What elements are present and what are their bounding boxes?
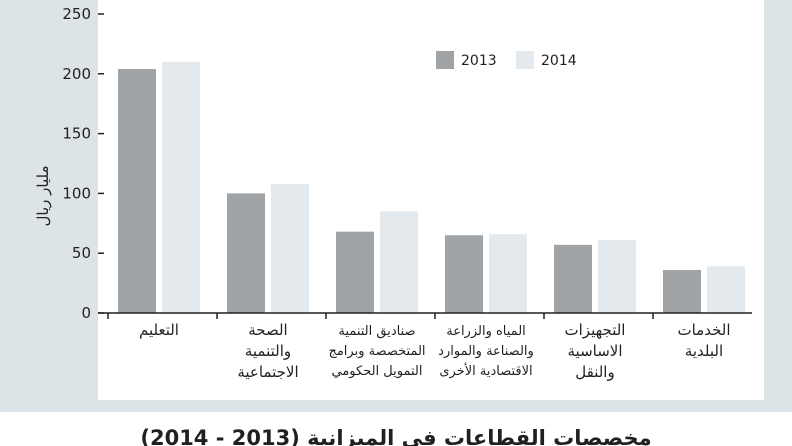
category-label-line: المياه والزراعة: [446, 324, 526, 339]
bar-2014-3: [380, 211, 418, 313]
category-label-line: الاجتماعية: [237, 363, 298, 381]
plot-area: [98, 0, 764, 400]
category-label-line: التمويل الحكومي: [332, 364, 423, 379]
bar-2014-4: [489, 234, 527, 313]
legend-swatch-2014: [516, 51, 534, 69]
legend-label-2013: 2013: [461, 53, 497, 69]
y-tick-label: 150: [62, 125, 91, 143]
category-label-4: المياه والزراعة والصناعة والموارد الاقتصاد…: [438, 324, 534, 379]
y-tick-label: 100: [62, 184, 91, 202]
category-label-line: والنقل: [575, 363, 614, 381]
bars-group: [118, 61, 745, 314]
category-labels: التعليم الصحة والتنمية الاجتماعية صناديق الت…: [139, 321, 731, 381]
bar-2014-5: [598, 240, 636, 313]
category-label-2: الصحة والتنمية الاجتماعية: [237, 321, 298, 381]
category-label-line: والتنمية: [245, 342, 291, 360]
x-axis: [98, 312, 752, 319]
chart-panel: 0 50 100 150 200 250 التعليم الصحة والتنمية الاج…: [0, 0, 792, 412]
category-label-line: البلدية: [685, 342, 723, 360]
bar-2013-6: [663, 269, 701, 313]
bar-2014-2: [271, 183, 309, 313]
category-label-line: التعليم: [139, 321, 179, 339]
category-label-1: التعليم: [139, 321, 179, 339]
bar-chart: 0 50 100 150 200 250 التعليم الصحة والتنمية الاج…: [34, 0, 764, 400]
bar-2013-3: [336, 231, 374, 313]
bar-2013-5: [554, 244, 592, 313]
y-tick-label: 50: [72, 244, 91, 262]
bar-2013-4: [445, 235, 483, 313]
y-tick-label: 200: [62, 65, 91, 83]
category-label-line: الاساسية: [568, 342, 623, 360]
category-label-line: الصحة: [248, 321, 287, 339]
bar-2014-1: [162, 61, 200, 314]
chart-caption: مخصصات القطاعات في الميزانية (2013 - 201…: [140, 426, 652, 446]
bar-2013-1: [118, 69, 156, 314]
y-tick-label: 0: [81, 304, 91, 322]
category-label-line: والصناعة والموارد: [438, 344, 534, 359]
category-label-6: الخدمات البلدية: [677, 321, 730, 360]
bar-2013-2: [227, 193, 265, 313]
category-label-line: الخدمات: [677, 321, 730, 339]
bar-2014-6: [707, 266, 745, 313]
category-label-line: الاقتصادية الأخرى: [439, 362, 532, 379]
category-label-3: صناديق التنمية المتخصصة وبرامج التمويل الح…: [328, 324, 425, 379]
y-tick-label: 250: [62, 5, 91, 23]
category-label-line: المتخصصة وبرامج: [328, 344, 425, 359]
legend-swatch-2013: [436, 51, 454, 69]
y-axis: 0 50 100 150 200 250: [62, 5, 104, 322]
legend: 2013 2014: [436, 51, 577, 69]
legend-label-2014: 2014: [541, 53, 577, 69]
category-label-line: التجهيزات: [565, 321, 626, 339]
category-label-line: صناديق التنمية: [338, 324, 415, 339]
y-axis-label: مليار ريال: [34, 166, 52, 227]
category-label-5: التجهيزات الاساسية والنقل: [565, 321, 626, 381]
